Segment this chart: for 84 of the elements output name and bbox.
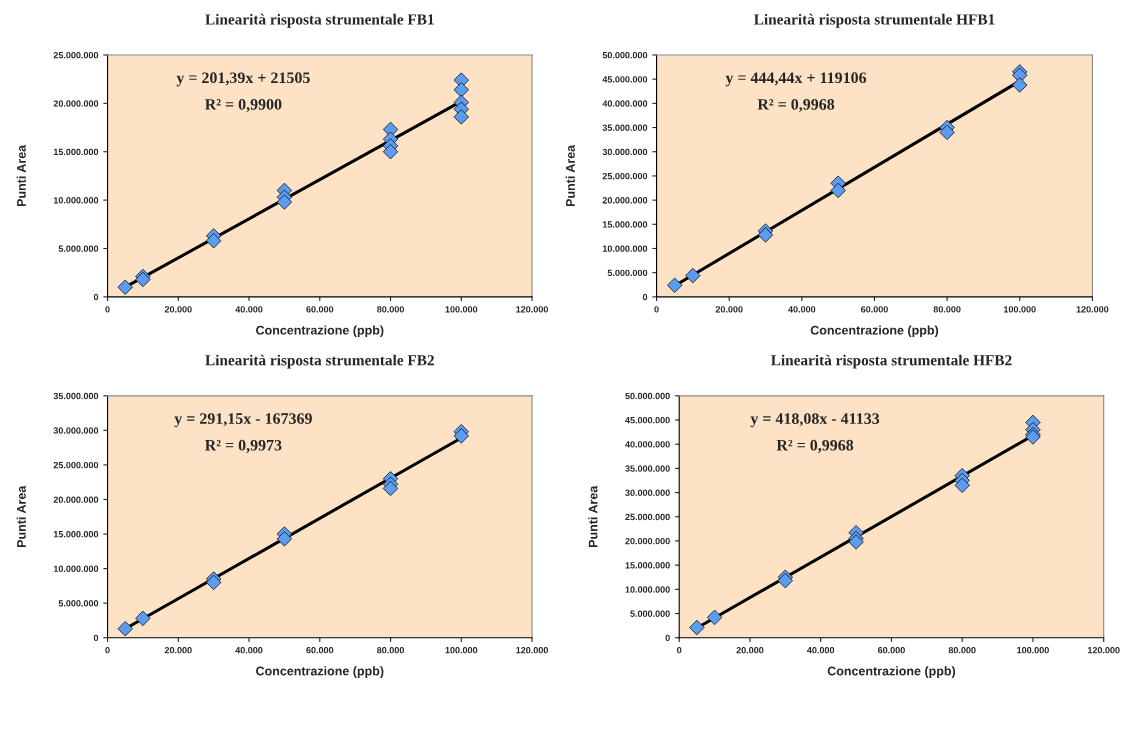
y-tick-label: 40.000.000	[625, 441, 670, 448]
y-tick-label: 40.000.000	[602, 100, 648, 107]
y-tick-label: 35.000.000	[53, 392, 99, 400]
x-tick-label: 120.000	[516, 646, 548, 654]
x-tick-label: 120.000	[516, 306, 548, 313]
x-tick-label: 100.000	[445, 646, 478, 654]
x-tick-label: 0	[677, 646, 682, 654]
x-tick-label: 60.000	[306, 646, 334, 654]
y-axis-title: Punti Area	[565, 144, 575, 207]
x-tick-label: 40.000	[788, 306, 816, 313]
x-tick-label: 80.000	[948, 646, 976, 654]
y-tick-label: 0	[93, 293, 99, 301]
y-tick-label: 45.000.000	[625, 416, 670, 424]
y-tick-label: 10.000.000	[602, 245, 648, 252]
y-tick-label: 10.000.000	[53, 197, 99, 204]
y-tick-label: 35.000.000	[602, 124, 648, 131]
x-tick-label: 100.000	[1017, 646, 1049, 654]
y-tick-label: 0	[93, 634, 99, 642]
annotation: R² = 0,9900	[204, 98, 282, 113]
x-tick-label: 0	[654, 306, 659, 313]
y-tick-label: 15.000.000	[625, 562, 670, 569]
y-axis-title: Punti Area	[588, 485, 598, 547]
x-tick-label: 120.000	[1087, 646, 1120, 654]
chart-title: Linearità risposta strumentale HFB2	[770, 354, 1012, 369]
x-tick-label: 20.000	[164, 306, 192, 313]
annotation: R² = 0,9968	[757, 98, 835, 113]
y-tick-label: 15.000.000	[53, 148, 99, 156]
y-tick-label: 25.000.000	[53, 461, 99, 469]
y-tick-label: 5.000.000	[607, 269, 648, 277]
y-tick-label: 30.000.000	[625, 489, 670, 496]
x-tick-label: 80.000	[377, 306, 404, 313]
y-axis-title: Punti Area	[16, 144, 26, 207]
x-tick-label: 120.000	[1076, 306, 1109, 313]
x-tick-label: 100.000	[445, 306, 478, 313]
x-axis-title: Concentrazione (ppb)	[256, 325, 384, 338]
y-tick-label: 30.000.000	[602, 148, 648, 156]
chart-title: Linearità risposta strumentale FB1	[205, 13, 434, 28]
annotation: R² = 0,9968	[776, 439, 854, 453]
x-tick-label: 0	[105, 306, 110, 313]
x-tick-label: 100.000	[1004, 306, 1036, 313]
x-tick-label: 20.000	[164, 646, 192, 654]
y-tick-label: 10.000.000	[625, 586, 670, 593]
y-tick-label: 20.000.000	[602, 197, 648, 204]
x-tick-label: 40.000	[235, 306, 263, 313]
x-tick-label: 60.000	[306, 306, 334, 313]
y-axis-title: Punti Area	[16, 485, 26, 547]
annotation: R² = 0,9973	[204, 439, 282, 453]
y-tick-label: 35.000.000	[625, 465, 670, 472]
x-tick-label: 60.000	[861, 306, 888, 313]
x-axis-title: Concentrazione (ppb)	[810, 325, 939, 338]
y-tick-label: 25.000.000	[53, 51, 99, 59]
y-tick-label: 25.000.000	[602, 172, 648, 180]
x-tick-label: 80.000	[933, 306, 961, 313]
y-tick-label: 50.000.000	[602, 51, 648, 59]
x-tick-label: 20.000	[736, 646, 764, 654]
y-tick-label: 5.000.000	[58, 245, 99, 252]
x-tick-label: 20.000	[715, 306, 743, 313]
chart-title: Linearità risposta strumentale FB2	[205, 354, 434, 369]
x-tick-label: 80.000	[377, 646, 404, 654]
y-tick-label: 20.000.000	[53, 496, 99, 503]
y-tick-label: 10.000.000	[53, 565, 99, 572]
x-axis-title: Concentrazione (ppb)	[827, 666, 956, 678]
x-axis-title: Concentrazione (ppb)	[256, 666, 384, 678]
y-tick-label: 5.000.000	[58, 600, 99, 607]
y-tick-label: 5.000.000	[630, 610, 670, 617]
x-tick-label: 60.000	[877, 646, 905, 654]
y-tick-label: 20.000.000	[625, 537, 670, 545]
y-tick-label: 45.000.000	[602, 76, 648, 83]
y-tick-label: 20.000.000	[53, 100, 99, 107]
y-tick-label: 50.000.000	[625, 392, 670, 400]
y-tick-label: 15.000.000	[53, 531, 99, 538]
y-tick-label: 15.000.000	[602, 221, 648, 228]
annotation: y = 201,39x + 21505	[176, 72, 310, 87]
x-tick-label: 40.000	[807, 646, 835, 654]
annotation: y = 291,15x - 167369	[174, 413, 312, 428]
y-tick-label: 0	[665, 634, 670, 642]
y-tick-label: 25.000.000	[625, 513, 670, 521]
chart-title: Linearità risposta strumentale HFB1	[754, 13, 995, 28]
annotation: y = 444,44x + 119106	[725, 72, 867, 87]
x-tick-label: 0	[105, 646, 110, 654]
x-tick-label: 40.000	[235, 646, 263, 654]
y-tick-label: 0	[642, 293, 648, 301]
annotation: y = 418,08x - 41133	[750, 413, 880, 428]
y-tick-label: 30.000.000	[53, 427, 99, 434]
